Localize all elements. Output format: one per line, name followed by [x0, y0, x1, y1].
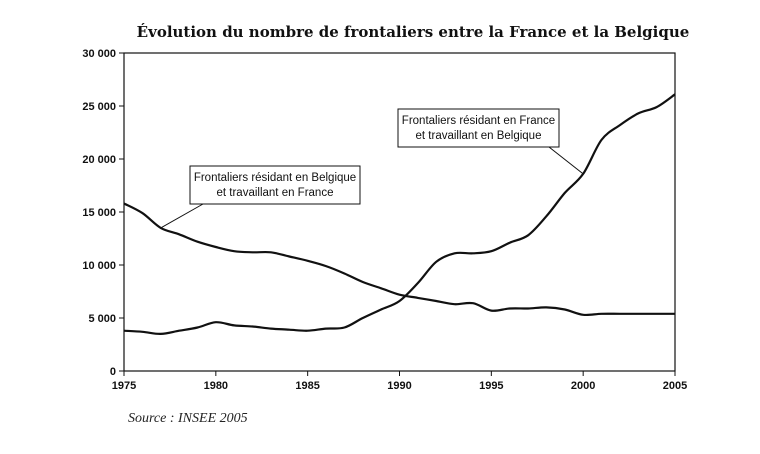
series-layer	[123, 93, 676, 336]
chart-title: Évolution du nombre de frontaliers entre…	[137, 23, 690, 41]
callout-label-line: et travaillant en France	[217, 187, 334, 199]
y-tick-label: 10 000	[82, 260, 116, 272]
y-tick-label: 20 000	[82, 154, 116, 166]
x-tick-label: 1980	[204, 380, 228, 392]
plot-frame	[123, 52, 676, 372]
callout-leader-line	[160, 203, 204, 229]
callout-box	[397, 108, 560, 148]
annotations: Frontaliers résidant en Belgique et trava…	[160, 108, 584, 229]
y-tick-label: 0	[110, 366, 116, 378]
axes: 0 5 000 10 000 15 000 20 000 25 000 30 000 1975…	[82, 48, 687, 392]
x-tick-label: 1990	[387, 380, 411, 392]
callout-label-line: Frontaliers résidant en Belgique	[194, 172, 356, 184]
y-tick-label: 5 000	[88, 313, 116, 325]
callout-label-line: et travaillant en Belgique	[416, 130, 542, 142]
y-tick-label: 25 000	[82, 101, 116, 113]
callout-belgique-vers-france: Frontaliers résidant en Belgique et trava…	[160, 165, 361, 229]
x-tick-label: 2000	[571, 380, 595, 392]
callout-france-vers-belgique: Frontaliers résidant en France et travail…	[397, 108, 584, 175]
x-tick-label: 1975	[112, 380, 136, 392]
y-tick-label: 30 000	[82, 48, 116, 60]
series-line-france-vers-belgique	[123, 93, 676, 336]
callout-leader-line	[548, 146, 584, 175]
callout-box	[189, 165, 361, 205]
callout-label-line: Frontaliers résidant en France	[402, 115, 555, 127]
x-tick-label: 1995	[479, 380, 503, 392]
source-note: Source : INSEE 2005	[128, 411, 248, 426]
y-tick-label: 15 000	[82, 207, 116, 219]
x-tick-label: 2005	[663, 380, 687, 392]
series-line-belgique-vers-france	[123, 202, 675, 317]
x-tick-label: 1985	[295, 380, 319, 392]
